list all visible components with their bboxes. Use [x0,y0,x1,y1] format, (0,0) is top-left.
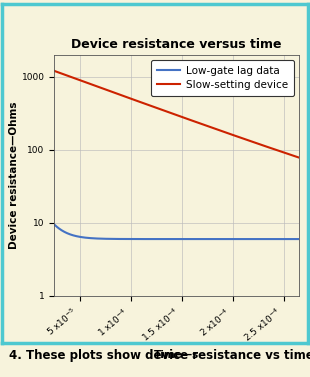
Low-gate lag data [297,237,301,241]
X-axis label: Time—s: Time—s [154,349,199,360]
Y-axis label: Device resistance—Ohms: Device resistance—Ohms [9,101,19,249]
Low-gate lag data [263,237,267,241]
Legend: Low-gate lag data, Slow-setting device: Low-gate lag data, Slow-setting device [151,60,294,96]
Slow-setting device [52,69,56,73]
Slow-setting device [297,155,301,160]
Title: Device resistance versus time: Device resistance versus time [71,38,282,51]
Line: Slow-setting device: Slow-setting device [54,71,299,158]
Slow-setting device [201,122,205,127]
Low-gate lag data [238,237,242,241]
Slow-setting device [238,135,242,140]
Slow-setting device [263,144,267,149]
Text: 4. These plots show device resistance vs time.: 4. These plots show device resistance vs… [9,349,310,362]
Low-gate lag data [201,237,205,241]
Low-gate lag data [208,237,212,241]
Line: Low-gate lag data: Low-gate lag data [54,224,299,239]
Slow-setting device [208,125,212,129]
Slow-setting device [67,74,71,78]
Low-gate lag data [67,232,71,236]
Low-gate lag data [52,222,56,227]
Slow-setting device [195,120,198,124]
Low-gate lag data [195,237,198,241]
